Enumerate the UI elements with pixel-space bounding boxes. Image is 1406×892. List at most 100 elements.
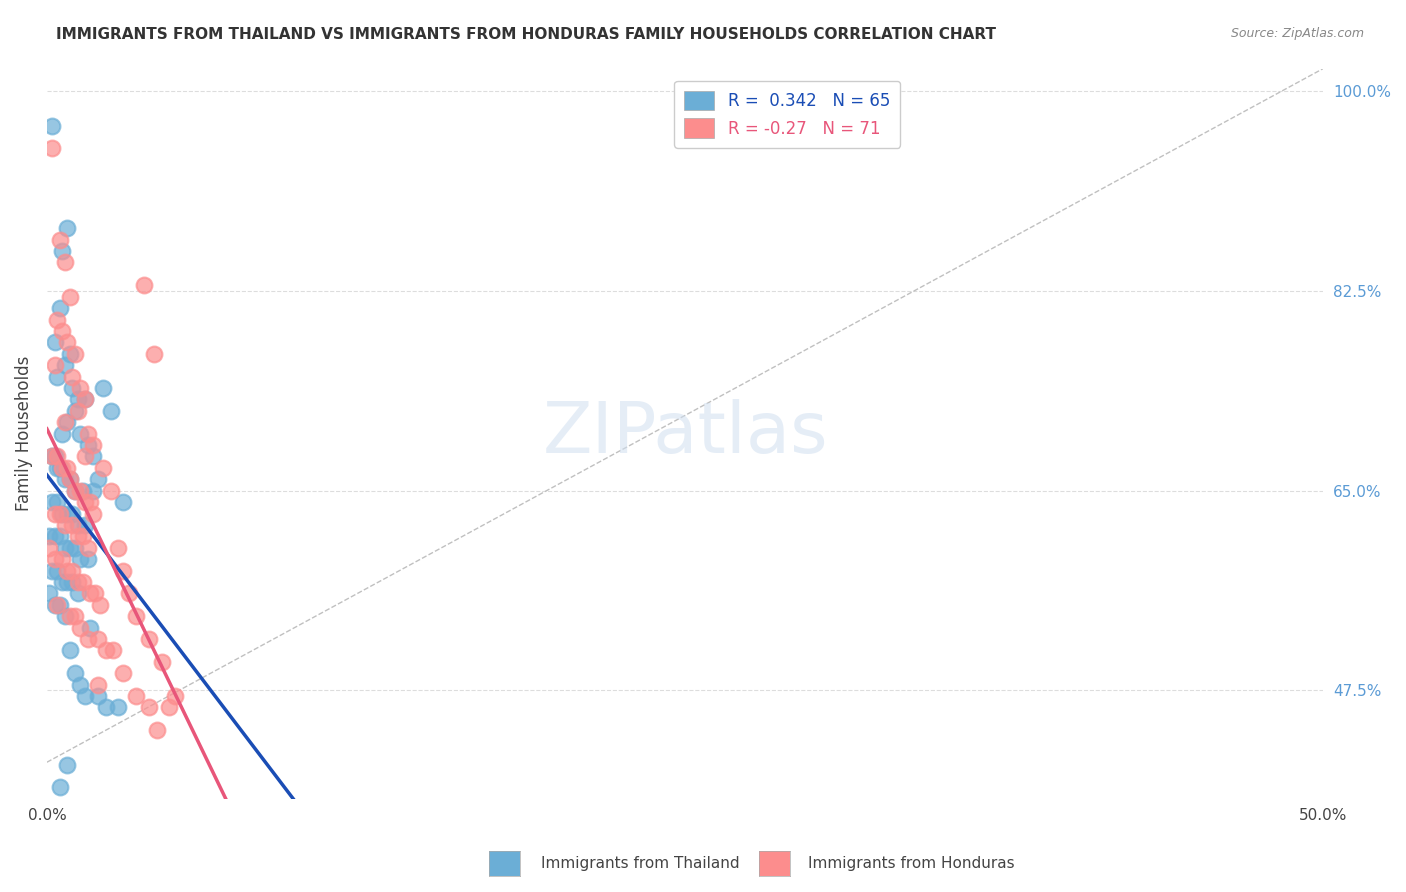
Point (76, 438, 98, 452)
Point (56, 507, 79, 521)
Point (63, 404, 86, 418)
Point (76, 552, 98, 566)
Point (59, 609, 82, 624)
Point (150, 655, 173, 669)
Point (76, 426, 98, 441)
Point (48, 529, 70, 543)
Point (51, 552, 73, 566)
Point (59, 472, 82, 486)
Point (46, 495, 69, 509)
Point (44, 450, 66, 464)
Point (143, 347, 166, 361)
Point (59, 290, 82, 304)
Point (94, 700, 117, 714)
Point (56, 335, 79, 350)
Point (51, 244, 73, 258)
Point (63, 541, 86, 555)
Point (91, 381, 114, 395)
Text: Immigrants from Thailand: Immigrants from Thailand (541, 856, 740, 871)
Point (107, 700, 129, 714)
Point (53, 415, 76, 429)
Point (87, 678, 110, 692)
Point (48, 461, 70, 475)
Point (41, 450, 63, 464)
Point (51, 324, 73, 338)
Point (56, 461, 79, 475)
Point (56, 574, 79, 589)
Point (100, 483, 122, 498)
Point (72, 574, 94, 589)
Point (62, 517, 84, 532)
Point (112, 666, 135, 681)
Point (41, 119, 63, 133)
Point (66, 392, 89, 407)
Point (62, 574, 84, 589)
Point (41, 495, 63, 509)
Point (59, 541, 82, 555)
Point (53, 255, 76, 269)
Point (56, 757, 79, 772)
Point (72, 483, 94, 498)
Point (48, 598, 70, 612)
Point (79, 495, 101, 509)
Point (51, 507, 73, 521)
Point (138, 632, 160, 646)
Point (48, 507, 70, 521)
Point (69, 426, 91, 441)
Point (79, 621, 101, 635)
Point (44, 552, 66, 566)
Point (75, 392, 97, 407)
Point (87, 632, 110, 646)
Point (56, 415, 79, 429)
Point (112, 495, 135, 509)
Point (103, 643, 125, 657)
Point (46, 369, 69, 384)
Point (117, 586, 139, 600)
Point (46, 598, 69, 612)
Point (94, 643, 117, 657)
Point (44, 335, 66, 350)
Point (79, 586, 101, 600)
Point (44, 598, 66, 612)
Point (89, 598, 111, 612)
Point (66, 529, 89, 543)
Point (38, 586, 60, 600)
Point (82, 483, 104, 498)
Point (100, 860, 122, 874)
Point (41, 450, 63, 464)
Point (76, 632, 98, 646)
Point (163, 689, 186, 703)
Point (69, 483, 91, 498)
Point (112, 564, 135, 578)
Point (72, 529, 94, 543)
Point (59, 347, 82, 361)
Point (75, 495, 97, 509)
Y-axis label: Family Households: Family Households (15, 356, 32, 511)
Point (69, 678, 91, 692)
Point (44, 507, 66, 521)
Point (46, 312, 69, 326)
Point (51, 461, 73, 475)
Point (46, 564, 69, 578)
Point (53, 541, 76, 555)
Point (75, 689, 97, 703)
Point (62, 381, 84, 395)
Point (51, 574, 73, 589)
Point (41, 564, 63, 578)
Text: ZIPatlas: ZIPatlas (543, 399, 828, 468)
Point (63, 483, 86, 498)
Point (63, 609, 86, 624)
Point (44, 358, 66, 372)
Point (53, 358, 76, 372)
Point (53, 609, 76, 624)
Point (41, 141, 63, 155)
Point (48, 233, 70, 247)
Point (62, 564, 84, 578)
Point (69, 621, 91, 635)
Point (63, 347, 86, 361)
Point (75, 450, 97, 464)
Point (82, 438, 104, 452)
Point (66, 574, 89, 589)
Point (69, 552, 91, 566)
Point (76, 541, 98, 555)
